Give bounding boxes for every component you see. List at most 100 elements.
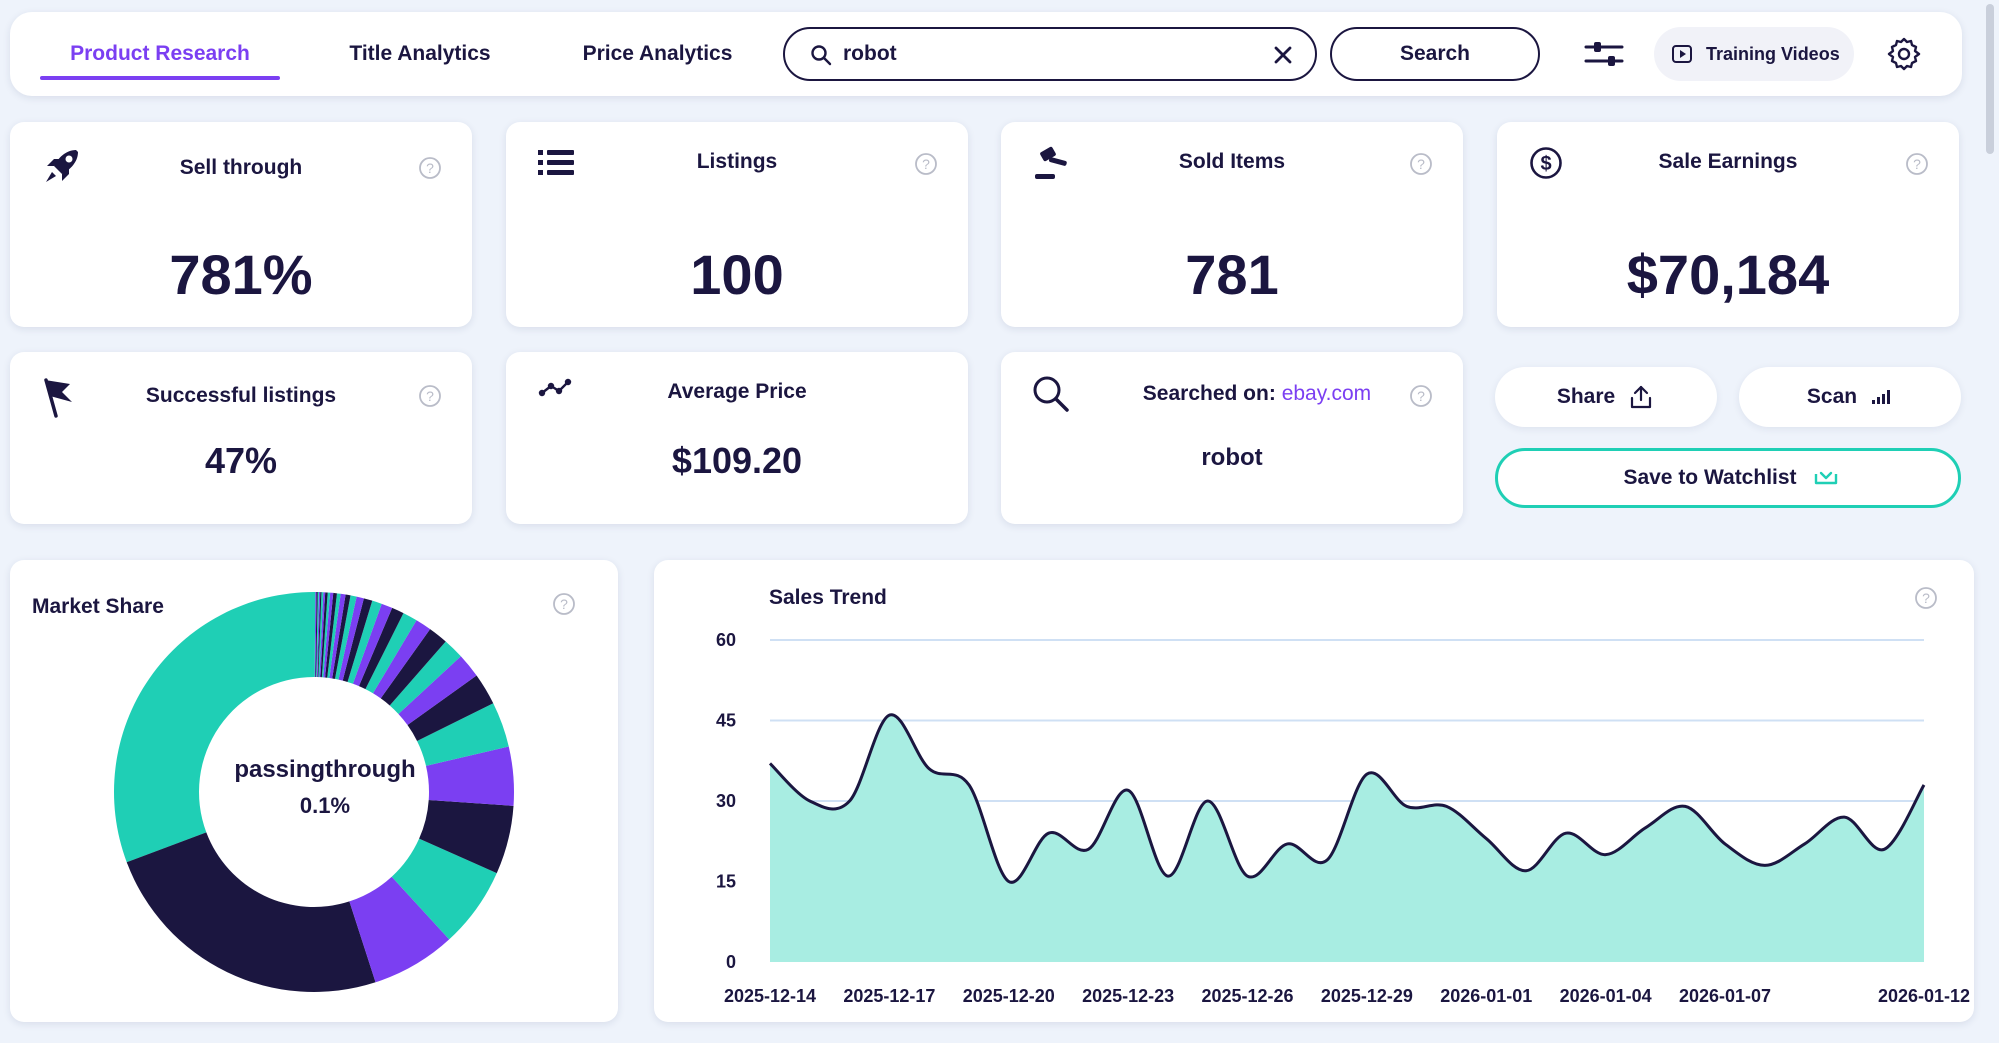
data-point[interactable] (764, 757, 776, 769)
donut-slice[interactable] (126, 832, 376, 992)
page-scrollbar[interactable] (1986, 4, 1994, 154)
donut-slice[interactable] (329, 593, 346, 679)
donut-slice[interactable] (380, 629, 446, 706)
market-share-donut[interactable] (10, 560, 618, 1022)
data-point[interactable] (844, 795, 856, 807)
data-point[interactable] (923, 763, 935, 775)
donut-slice[interactable] (320, 592, 328, 678)
donut-slice[interactable] (114, 592, 314, 863)
donut-slice[interactable] (323, 592, 334, 678)
help-icon[interactable]: ? (1409, 152, 1433, 176)
donut-slice[interactable] (398, 656, 477, 726)
donut-slice[interactable] (316, 592, 321, 678)
donut-slice[interactable] (419, 799, 514, 874)
data-point[interactable] (1162, 870, 1174, 882)
data-point[interactable] (1202, 795, 1214, 807)
donut-slice[interactable] (347, 600, 382, 684)
data-point[interactable] (1082, 843, 1094, 855)
searched-on-card: Searched on: ebay.com ? robot (1001, 352, 1463, 524)
data-point[interactable] (1799, 838, 1811, 850)
stat-title: Listings (696, 150, 778, 173)
search-input[interactable] (843, 39, 1243, 69)
sales-trend-chart[interactable]: 60 45 30 15 0 2025-12-14 2025-12-17 2025-12-20 2… (654, 560, 1974, 1022)
help-icon[interactable]: ? (418, 156, 442, 180)
data-point[interactable] (1719, 838, 1731, 850)
donut-slice[interactable] (314, 592, 316, 678)
scan-button[interactable]: Scan (1739, 367, 1961, 427)
share-button[interactable]: Share (1495, 367, 1717, 427)
donut-slice[interactable] (417, 703, 509, 766)
donut-slice[interactable] (358, 607, 404, 690)
data-point[interactable] (1679, 800, 1691, 812)
data-point[interactable] (1242, 870, 1254, 882)
donut-slice[interactable] (317, 592, 322, 678)
donut-slice[interactable] (425, 746, 514, 806)
sales-trend-title: Sales Trend (769, 586, 887, 609)
searched-on-title: Searched on: (1142, 382, 1276, 405)
data-point[interactable] (1401, 800, 1413, 812)
donut-slice[interactable] (391, 838, 497, 940)
clear-search-icon[interactable] (1271, 43, 1295, 67)
donut-slice[interactable] (349, 876, 450, 983)
donut-slice[interactable] (321, 592, 331, 678)
sliders-icon[interactable] (1584, 38, 1624, 70)
gear-icon[interactable] (1886, 36, 1922, 72)
donut-slice[interactable] (338, 596, 364, 681)
x-tick-label: 2025-12-14 (724, 986, 816, 1006)
data-point[interactable] (1600, 849, 1612, 861)
sales-line (768, 713, 1926, 884)
data-point[interactable] (1281, 838, 1293, 850)
tab-product-research[interactable]: Product Research (70, 42, 250, 65)
search-button[interactable]: Search (1330, 27, 1540, 81)
donut-slice[interactable] (332, 594, 351, 679)
svg-text:$: $ (1540, 153, 1551, 175)
tab-price-analytics[interactable]: Price Analytics (582, 42, 733, 65)
help-icon[interactable]: ? (1914, 586, 1938, 610)
list-icon (538, 150, 574, 175)
data-point[interactable] (1440, 800, 1452, 812)
data-point[interactable] (1560, 827, 1572, 839)
help-icon[interactable]: ? (914, 152, 938, 176)
x-tick-label: 2025-12-17 (843, 986, 935, 1006)
save-to-watchlist-button[interactable]: Save to Watchlist (1495, 448, 1961, 508)
video-play-icon (1672, 45, 1692, 63)
data-point[interactable] (1480, 833, 1492, 845)
donut-slice[interactable] (318, 592, 324, 678)
help-icon[interactable]: ? (1905, 152, 1929, 176)
data-point[interactable] (1878, 843, 1890, 855)
data-point[interactable] (1639, 822, 1651, 834)
donut-slice[interactable] (342, 598, 373, 682)
help-icon[interactable]: ? (418, 384, 442, 408)
data-point[interactable] (883, 709, 895, 721)
donut-slice[interactable] (352, 603, 393, 687)
donut-slice[interactable] (407, 675, 494, 741)
searched-on-site-link[interactable]: ebay.com (1281, 382, 1372, 405)
sale-earnings-card: $ Sale Earnings ? $70,184 (1497, 122, 1959, 327)
training-videos-button[interactable]: Training Videos (1654, 27, 1854, 81)
donut-slice[interactable] (389, 641, 461, 714)
help-icon[interactable]: ? (552, 592, 576, 616)
data-point[interactable] (1759, 859, 1771, 871)
svg-text:?: ? (1913, 156, 1921, 172)
donut-slice[interactable] (365, 613, 417, 694)
data-point[interactable] (1122, 784, 1134, 796)
data-point[interactable] (963, 779, 975, 791)
data-point[interactable] (1838, 811, 1850, 823)
donut-slice[interactable] (315, 592, 318, 678)
donut-slice[interactable] (334, 595, 357, 680)
donut-slice[interactable] (325, 592, 337, 678)
donut-slice[interactable] (314, 592, 317, 678)
data-point[interactable] (1003, 876, 1015, 888)
data-point[interactable] (1918, 779, 1930, 791)
tab-title-analytics[interactable]: Title Analytics (349, 42, 491, 65)
donut-slice[interactable] (372, 620, 431, 699)
data-point[interactable] (804, 795, 816, 807)
data-point[interactable] (1043, 827, 1055, 839)
data-point[interactable] (1520, 865, 1532, 877)
help-icon[interactable]: ? (1409, 384, 1433, 408)
data-point[interactable] (1321, 854, 1333, 866)
donut-slice[interactable] (316, 592, 319, 678)
donut-slice[interactable] (327, 593, 341, 679)
data-point[interactable] (1361, 768, 1373, 780)
donut-slice[interactable] (319, 592, 326, 678)
